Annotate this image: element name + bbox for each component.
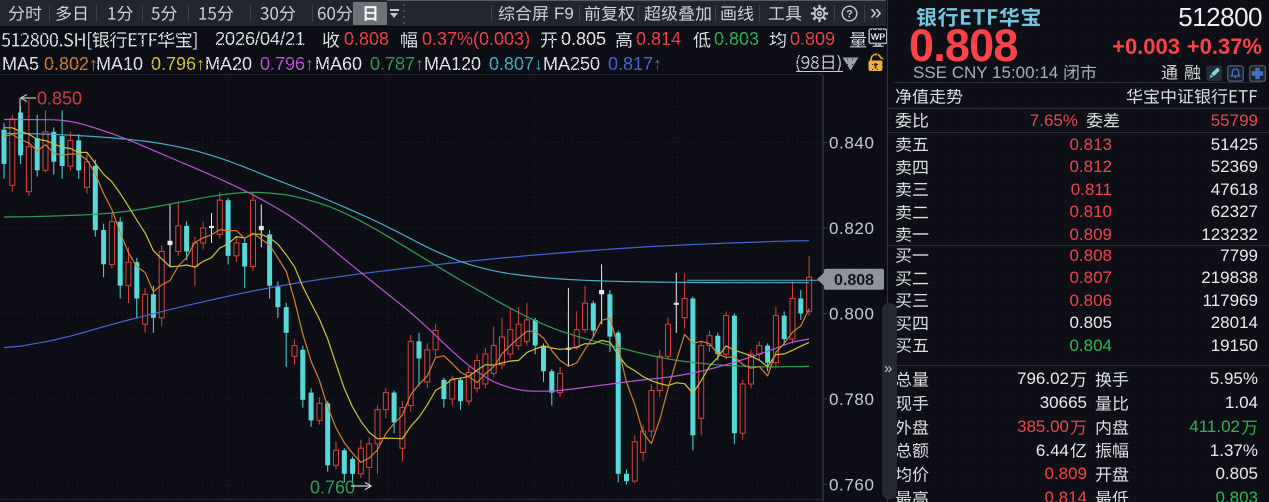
svg-text:0.840: 0.840: [829, 134, 875, 153]
svg-text:0.808: 0.808: [834, 272, 874, 289]
svg-text:0.850: 0.850: [37, 89, 82, 109]
svg-text:0.760: 0.760: [310, 478, 355, 498]
svg-text:0.780: 0.780: [829, 390, 875, 409]
svg-text:?: ?: [846, 9, 853, 21]
svg-text:0.820: 0.820: [829, 219, 875, 238]
svg-text:0.800: 0.800: [829, 305, 875, 324]
svg-text:0.760: 0.760: [829, 476, 875, 495]
